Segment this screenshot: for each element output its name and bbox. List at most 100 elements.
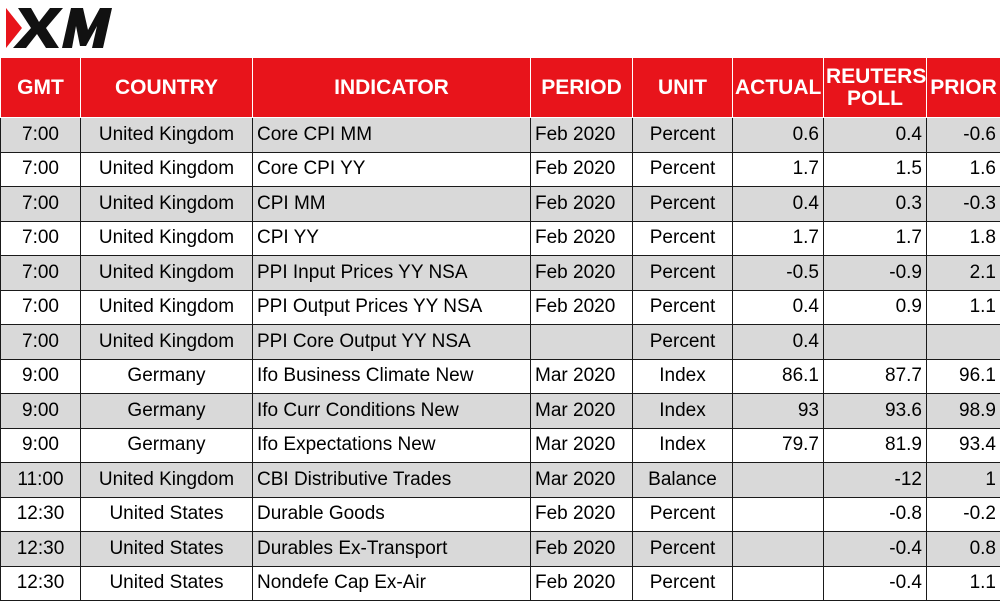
header-gmt: GMT	[1, 58, 81, 118]
cell-unit: Percent	[633, 532, 733, 567]
cell-reuters-poll: 1.7	[824, 221, 927, 256]
cell-country: United Kingdom	[81, 118, 253, 153]
cell-prior: 93.4	[927, 428, 1000, 463]
cell-reuters-poll: -12	[824, 463, 927, 498]
cell-period	[531, 325, 633, 360]
cell-actual: -0.5	[733, 256, 824, 291]
cell-country: United Kingdom	[81, 221, 253, 256]
cell-actual: 0.4	[733, 290, 824, 325]
cell-country: United States	[81, 497, 253, 532]
cell-actual	[733, 463, 824, 498]
cell-gmt: 9:00	[1, 394, 81, 429]
cell-gmt: 7:00	[1, 290, 81, 325]
cell-unit: Percent	[633, 256, 733, 291]
cell-indicator: Ifo Curr Conditions New	[253, 394, 531, 429]
cell-unit: Balance	[633, 463, 733, 498]
cell-indicator: PPI Core Output YY NSA	[253, 325, 531, 360]
cell-prior: 1.1	[927, 290, 1000, 325]
header-prior: PRIOR	[927, 58, 1000, 118]
cell-indicator: Core CPI MM	[253, 118, 531, 153]
cell-prior: 1.6	[927, 152, 1000, 187]
cell-actual: 79.7	[733, 428, 824, 463]
cell-unit: Index	[633, 394, 733, 429]
cell-actual: 0.6	[733, 118, 824, 153]
cell-unit: Percent	[633, 152, 733, 187]
cell-actual	[733, 497, 824, 532]
cell-period: Mar 2020	[531, 463, 633, 498]
header-bar	[0, 0, 1000, 57]
header-period: PERIOD	[531, 58, 633, 118]
cell-indicator: CPI MM	[253, 187, 531, 222]
cell-period: Feb 2020	[531, 566, 633, 601]
header-unit: UNIT	[633, 58, 733, 118]
cell-gmt: 7:00	[1, 187, 81, 222]
cell-indicator: PPI Output Prices YY NSA	[253, 290, 531, 325]
cell-unit: Percent	[633, 325, 733, 360]
cell-actual	[733, 532, 824, 567]
cell-indicator: Nondefe Cap Ex-Air	[253, 566, 531, 601]
cell-unit: Percent	[633, 118, 733, 153]
cell-unit: Percent	[633, 221, 733, 256]
cell-prior: 1.8	[927, 221, 1000, 256]
header-reuters-poll: REUTERS POLL	[824, 58, 927, 118]
cell-gmt: 11:00	[1, 463, 81, 498]
xm-logo	[4, 2, 114, 52]
cell-period: Feb 2020	[531, 187, 633, 222]
cell-reuters-poll: 1.5	[824, 152, 927, 187]
cell-country: United Kingdom	[81, 187, 253, 222]
cell-prior: 98.9	[927, 394, 1000, 429]
cell-indicator: CBI Distributive Trades	[253, 463, 531, 498]
cell-prior: 1	[927, 463, 1000, 498]
cell-period: Feb 2020	[531, 221, 633, 256]
cell-prior: 2.1	[927, 256, 1000, 291]
cell-gmt: 7:00	[1, 256, 81, 291]
cell-reuters-poll: -0.8	[824, 497, 927, 532]
cell-prior: 1.1	[927, 566, 1000, 601]
cell-period: Mar 2020	[531, 394, 633, 429]
cell-gmt: 7:00	[1, 152, 81, 187]
cell-prior: 96.1	[927, 359, 1000, 394]
cell-reuters-poll: 0.9	[824, 290, 927, 325]
cell-period: Feb 2020	[531, 118, 633, 153]
cell-reuters-poll: 87.7	[824, 359, 927, 394]
cell-gmt: 9:00	[1, 359, 81, 394]
cell-indicator: Durable Goods	[253, 497, 531, 532]
cell-reuters-poll: 81.9	[824, 428, 927, 463]
cell-unit: Percent	[633, 497, 733, 532]
cell-country: United States	[81, 566, 253, 601]
cell-indicator: Core CPI YY	[253, 152, 531, 187]
header-country: COUNTRY	[81, 58, 253, 118]
cell-actual: 0.4	[733, 187, 824, 222]
header-poll-line1: REUTERS	[826, 65, 926, 88]
cell-period: Feb 2020	[531, 256, 633, 291]
header-actual: ACTUAL	[733, 58, 824, 118]
cell-actual	[733, 566, 824, 601]
cell-gmt: 7:00	[1, 325, 81, 360]
cell-gmt: 12:30	[1, 566, 81, 601]
cell-unit: Index	[633, 428, 733, 463]
cell-actual: 86.1	[733, 359, 824, 394]
cell-unit: Index	[633, 359, 733, 394]
cell-indicator: CPI YY	[253, 221, 531, 256]
cell-prior: 0.8	[927, 532, 1000, 567]
cell-country: United States	[81, 532, 253, 567]
economic-calendar-table: GMT COUNTRY INDICATOR PERIOD UNIT ACTUAL…	[0, 57, 1000, 601]
cell-period: Feb 2020	[531, 497, 633, 532]
cell-prior: -0.2	[927, 497, 1000, 532]
cell-gmt: 9:00	[1, 428, 81, 463]
cell-country: United Kingdom	[81, 463, 253, 498]
cell-unit: Percent	[633, 566, 733, 601]
